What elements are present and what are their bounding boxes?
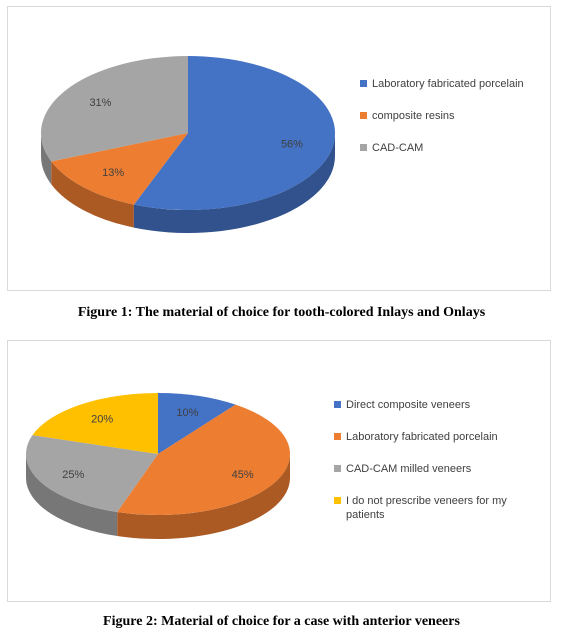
chart2-data-label-2: 25% — [62, 469, 84, 481]
chart-2-frame: 10% 45% 25% 20% Direct composite veneers Labo… — [7, 340, 551, 602]
chart2-legend-label-1: Laboratory fabricated porcelain — [346, 431, 498, 443]
chart1-legend-swatch-0 — [360, 80, 367, 87]
chart1-legend-item-2: CAD-CAM — [360, 142, 423, 154]
chart2-slice-3 — [32, 393, 158, 454]
chart1-data-label-1: 13% — [102, 167, 124, 179]
chart1-slice-1 — [51, 133, 188, 205]
chart1-slice-side-1 — [51, 161, 134, 228]
chart2-slice-side-2 — [26, 454, 118, 537]
chart1-slice-side-0 — [133, 133, 335, 233]
chart1-data-label-2: 31% — [89, 97, 111, 109]
chart2-legend-label-2: CAD-CAM milled veneers — [346, 463, 472, 475]
chart1-data-label-0: 56% — [281, 138, 303, 150]
chart1-legend-label-0: Laboratory fabricated porcelain — [372, 78, 524, 90]
chart1-legend-label-1: composite resins — [372, 110, 455, 122]
chart1-slice-side-2 — [41, 133, 52, 185]
chart2-legend-item-3: I do not prescribe veneers for my patient… — [334, 495, 507, 521]
chart2-slice-side-1 — [117, 454, 291, 539]
chart1-slice-0 — [133, 56, 335, 210]
chart2-legend-swatch-3 — [334, 497, 341, 504]
chart-1-pie: 56% 13% 31% Laboratory fabricated porcelain… — [41, 56, 524, 233]
chart-1-frame: 56% 13% 31% Laboratory fabricated porcelain… — [7, 6, 551, 291]
chart2-legend-swatch-1 — [334, 433, 341, 440]
chart2-data-label-3: 20% — [91, 413, 113, 425]
chart2-slice-1 — [117, 404, 290, 515]
chart1-legend-swatch-1 — [360, 112, 367, 119]
chart1-legend-swatch-2 — [360, 144, 367, 151]
chart2-legend-label-0: Direct composite veneers — [346, 399, 471, 411]
chart1-legend-label-2: CAD-CAM — [372, 142, 423, 154]
chart2-data-label-0: 10% — [176, 407, 198, 419]
chart2-legend-item-1: Laboratory fabricated porcelain — [334, 431, 498, 443]
chart1-legend-item-1: composite resins — [360, 110, 455, 122]
chart1-slice-2 — [41, 56, 189, 162]
figure-1-caption: Figure 1: The material of choice for too… — [77, 305, 486, 320]
chart-2-pie: 10% 45% 25% 20% Direct composite veneers Labo… — [25, 393, 507, 539]
chart2-slice-2 — [25, 435, 158, 513]
figure-2-caption: Figure 2: Material of choice for a case … — [103, 614, 460, 629]
chart2-legend-item-2: CAD-CAM milled veneers — [334, 463, 472, 475]
chart2-slice-0 — [158, 393, 236, 454]
chart2-data-label-1: 45% — [232, 469, 254, 481]
chart2-legend-swatch-0 — [334, 401, 341, 408]
chart1-legend-item-0: Laboratory fabricated porcelain — [360, 78, 524, 90]
chart2-legend-swatch-2 — [334, 465, 341, 472]
chart2-legend-item-0: Direct composite veneers — [334, 399, 471, 411]
chart2-legend-label-3: I do not prescribe veneers for my patient… — [346, 495, 507, 521]
